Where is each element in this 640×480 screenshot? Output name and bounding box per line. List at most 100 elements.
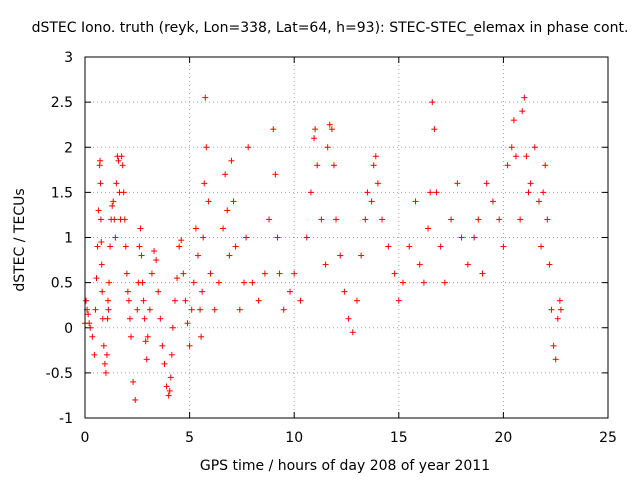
- data-point: [500, 243, 507, 250]
- data-point: [168, 351, 175, 358]
- y-axis-label: dSTEC / TECUs: [12, 188, 28, 291]
- data-point: [297, 297, 304, 304]
- plot-frame: [84, 56, 609, 419]
- data-point: [370, 162, 377, 169]
- data-point: [197, 306, 204, 313]
- data-point: [97, 216, 104, 223]
- data-point: [102, 369, 109, 376]
- data-point: [420, 279, 427, 286]
- data-point: [112, 234, 119, 241]
- data-point: [341, 288, 348, 295]
- data-point: [328, 126, 335, 133]
- data-point: [98, 261, 105, 268]
- data-point: [349, 329, 356, 336]
- data-point: [318, 216, 325, 223]
- data-point: [141, 315, 148, 322]
- data-point: [190, 279, 197, 286]
- data-point: [93, 275, 100, 282]
- data-point: [165, 392, 172, 399]
- data-point: [368, 198, 375, 205]
- data-point: [111, 216, 118, 223]
- data-point: [97, 157, 104, 164]
- grid: [85, 57, 608, 418]
- data-point: [89, 333, 96, 340]
- data-point: [525, 189, 532, 196]
- data-points: [82, 94, 564, 403]
- data-point: [220, 225, 227, 232]
- data-point: [194, 252, 201, 259]
- data-point: [113, 180, 120, 187]
- data-point: [437, 243, 444, 250]
- data-point: [362, 216, 369, 223]
- data-point: [169, 324, 176, 331]
- data-point: [314, 162, 321, 169]
- data-point: [489, 198, 496, 205]
- y-tick-label: -0.5: [46, 366, 73, 382]
- data-point: [544, 216, 551, 223]
- data-point: [136, 243, 143, 250]
- x-axis-label: GPS time / hours of day 208 of year 2011: [200, 458, 490, 474]
- data-point: [118, 153, 125, 160]
- data-point: [192, 225, 199, 232]
- data-point: [287, 288, 294, 295]
- data-point: [431, 126, 438, 133]
- data-point: [103, 351, 110, 358]
- data-point: [395, 297, 402, 304]
- data-point: [222, 171, 229, 178]
- data-point: [243, 234, 250, 241]
- data-point: [523, 153, 530, 160]
- data-point: [454, 180, 461, 187]
- chart-title: dSTEC Iono. truth (reyk, Lon=338, Lat=64…: [32, 20, 629, 36]
- data-point: [109, 202, 116, 209]
- data-point: [236, 306, 243, 313]
- data-point: [205, 198, 212, 205]
- data-point: [144, 333, 151, 340]
- data-point: [211, 306, 218, 313]
- data-point: [105, 297, 112, 304]
- data-point: [167, 374, 174, 381]
- data-point: [201, 180, 208, 187]
- data-point: [100, 342, 107, 349]
- data-point: [140, 297, 147, 304]
- x-tick-label: 25: [599, 430, 617, 446]
- x-tick-label: 0: [81, 430, 90, 446]
- data-point: [174, 275, 181, 282]
- data-point: [138, 252, 145, 259]
- data-point: [429, 99, 436, 106]
- data-point: [276, 270, 283, 277]
- data-point: [153, 257, 160, 264]
- data-point: [510, 117, 517, 124]
- data-point: [554, 315, 561, 322]
- data-point: [139, 279, 146, 286]
- data-point: [483, 180, 490, 187]
- y-tick-label: 0: [64, 321, 73, 337]
- data-point: [215, 279, 222, 286]
- data-point: [94, 243, 101, 250]
- data-point: [272, 171, 279, 178]
- data-point: [512, 153, 519, 160]
- data-point: [101, 360, 108, 367]
- data-point: [337, 252, 344, 259]
- data-point: [270, 126, 277, 133]
- data-point: [224, 207, 231, 214]
- data-point: [146, 306, 153, 313]
- data-point: [207, 270, 214, 277]
- data-point: [134, 306, 141, 313]
- data-point: [119, 162, 126, 169]
- data-point: [521, 94, 528, 101]
- x-tick-label: 15: [390, 430, 408, 446]
- data-point: [353, 297, 360, 304]
- data-point: [87, 324, 94, 331]
- data-point: [126, 315, 133, 322]
- data-point: [312, 126, 319, 133]
- data-point: [95, 207, 102, 214]
- data-point: [399, 279, 406, 286]
- y-tick-label: 2: [64, 140, 73, 156]
- data-point: [311, 135, 318, 142]
- data-point: [531, 144, 538, 151]
- data-point: [163, 383, 170, 390]
- data-point: [255, 297, 262, 304]
- data-point: [130, 378, 137, 385]
- data-point: [326, 121, 333, 128]
